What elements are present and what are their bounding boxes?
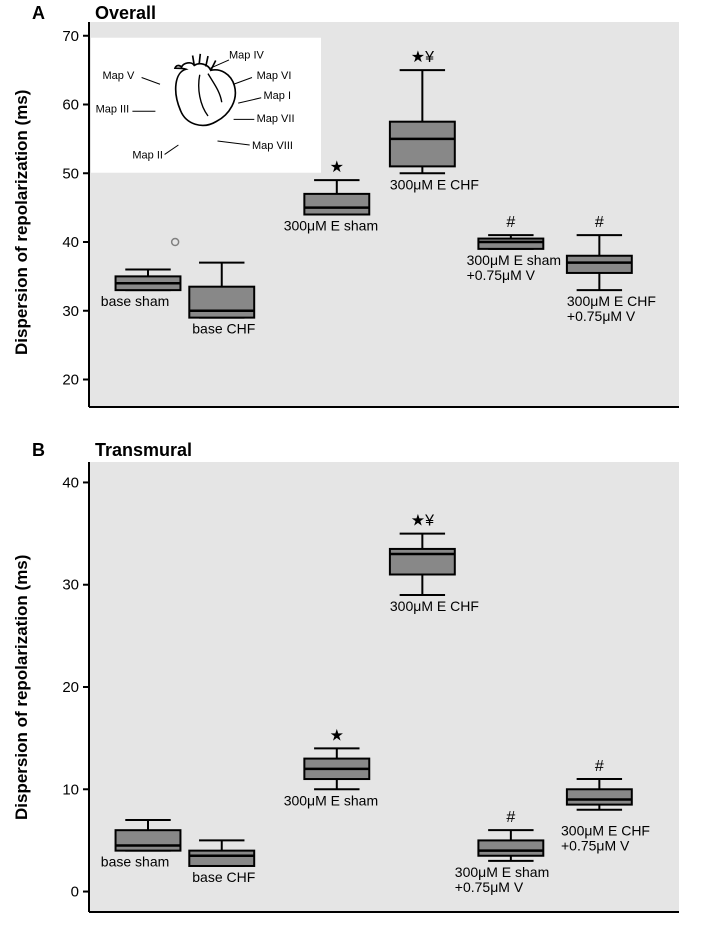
svg-text:★: ★	[330, 159, 344, 176]
svg-text:70: 70	[62, 28, 79, 45]
svg-text:#: #	[506, 214, 515, 231]
svg-text:+0.75μM V: +0.75μM V	[561, 838, 630, 854]
svg-text:40: 40	[62, 474, 79, 491]
svg-text:20: 20	[62, 679, 79, 696]
svg-text:base sham: base sham	[101, 854, 169, 870]
svg-text:base sham: base sham	[101, 293, 169, 309]
svg-text:+0.75μM V: +0.75μM V	[567, 308, 636, 324]
svg-text:300μM E CHF: 300μM E CHF	[561, 823, 650, 839]
svg-text:Map III: Map III	[96, 104, 130, 116]
svg-text:Map V: Map V	[103, 70, 135, 82]
svg-text:Map I: Map I	[264, 90, 292, 102]
svg-text:Map II: Map II	[132, 149, 163, 161]
svg-text:★: ★	[330, 727, 344, 744]
svg-text:Map VIII: Map VIII	[252, 140, 293, 152]
svg-text:300μM E CHF: 300μM E CHF	[567, 293, 656, 309]
svg-text:300μM E sham: 300μM E sham	[467, 252, 561, 268]
figure-root: { "panelA": { "letter": "A", "title": "O…	[0, 0, 708, 938]
svg-text:300μM E sham: 300μM E sham	[284, 792, 378, 808]
svg-text:300μM E sham: 300μM E sham	[284, 218, 378, 234]
svg-text:60: 60	[62, 97, 79, 114]
svg-text:Map VI: Map VI	[257, 70, 292, 82]
svg-text:Map VII: Map VII	[257, 113, 295, 125]
panel-b-svg: 0 10 20 30 40 base sham base CHF ★ 300μM E sham ★…	[29, 452, 699, 932]
svg-text:#: #	[506, 809, 515, 826]
svg-text:30: 30	[62, 577, 79, 594]
svg-text:50: 50	[62, 165, 79, 182]
svg-text:#: #	[595, 758, 604, 775]
svg-text:0: 0	[71, 884, 79, 901]
svg-text:10: 10	[62, 781, 79, 798]
svg-text:base CHF: base CHF	[192, 869, 255, 885]
svg-text:40: 40	[62, 234, 79, 251]
svg-text:20: 20	[62, 372, 79, 389]
svg-text:★¥: ★¥	[411, 513, 434, 530]
svg-text:30: 30	[62, 303, 79, 320]
svg-text:#: #	[595, 214, 604, 231]
svg-text:+0.75μM V: +0.75μM V	[455, 879, 524, 895]
svg-text:Map IV: Map IV	[229, 50, 265, 62]
svg-text:base CHF: base CHF	[192, 321, 255, 337]
svg-text:300μM E sham: 300μM E sham	[455, 864, 549, 880]
svg-text:★¥: ★¥	[411, 49, 434, 66]
svg-text:300μM E CHF: 300μM E CHF	[390, 598, 479, 614]
svg-text:300μM E CHF: 300μM E CHF	[390, 176, 479, 192]
svg-text:+0.75μM V: +0.75μM V	[467, 267, 536, 283]
panel-a-svg: 20 30 40 50 60 70 Map V Map IV Map VI Map I Map VI…	[29, 12, 699, 427]
